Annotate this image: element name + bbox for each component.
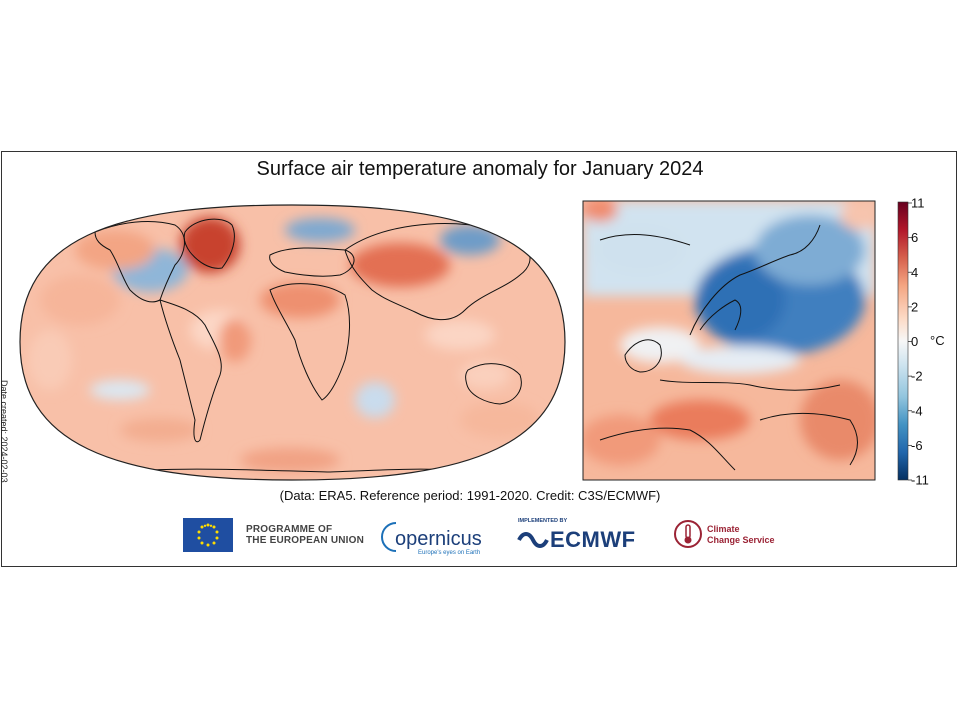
colorbar-tick-label: 2 bbox=[911, 299, 918, 314]
eu-line-1: PROGRAMME OF bbox=[246, 524, 333, 535]
global-map bbox=[19, 204, 566, 481]
colorbar-tick-label: -4 bbox=[911, 403, 923, 418]
credit-line: (Data: ERA5. Reference period: 1991-2020… bbox=[279, 488, 661, 503]
colorbar-unit: °C bbox=[930, 333, 945, 348]
colorbar-tick-label: 6 bbox=[911, 230, 918, 245]
eu-programme-text: PROGRAMME OF THE EUROPEAN UNION bbox=[246, 524, 364, 546]
colorbar-tick-label: 4 bbox=[911, 265, 918, 280]
colorbar-tick-label: -6 bbox=[911, 438, 923, 453]
colorbar-tick-label: -2 bbox=[911, 369, 923, 384]
colorbar-tick-label: 0 bbox=[911, 334, 918, 349]
ecmwf-wave-icon bbox=[517, 532, 549, 548]
figure-title: Surface air temperature anomaly for Janu… bbox=[256, 158, 704, 180]
ecmwf-logo-text: ECMWF bbox=[550, 527, 636, 552]
c3s-line-1: Climate bbox=[707, 524, 740, 534]
colorbar-tick-label: -11 bbox=[911, 473, 929, 488]
eu-line-2: THE EUROPEAN UNION bbox=[246, 535, 365, 546]
eu-flag-icon bbox=[183, 518, 233, 552]
copernicus-tagline: Europe's eyes on Earth bbox=[418, 550, 481, 556]
c3s-line-2: Change Service bbox=[707, 535, 775, 545]
europe-map bbox=[582, 200, 876, 481]
colorbar-gradient bbox=[897, 201, 909, 481]
colorbar: 11 6 4 2 0 -2 -4 -6 -11 °C bbox=[897, 196, 945, 488]
c3s-logo-text: Climate Change Service bbox=[707, 524, 775, 546]
copernicus-logo-text: opernicus bbox=[395, 528, 482, 550]
colorbar-tick-label: 11 bbox=[911, 196, 925, 211]
thermometer-icon bbox=[674, 520, 702, 548]
ecmwf-implemented-by: IMPLEMENTED BY bbox=[518, 518, 568, 524]
copernicus-c-icon bbox=[381, 522, 397, 552]
